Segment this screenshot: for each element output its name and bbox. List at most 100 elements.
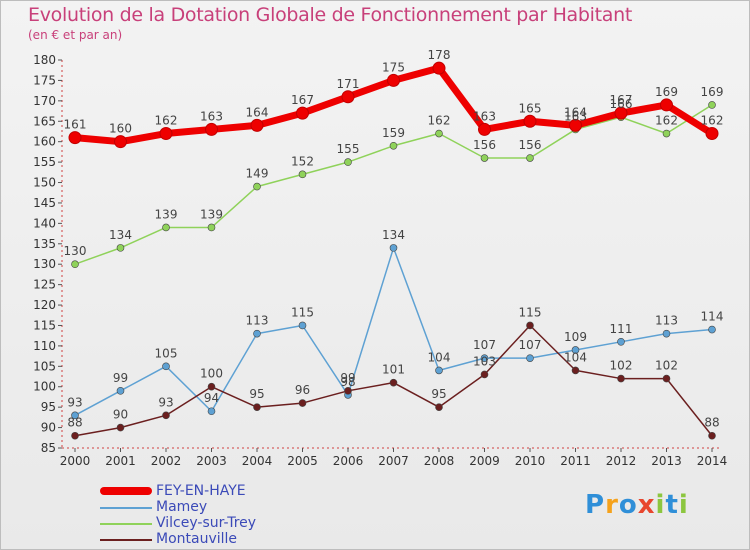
data-label-fey-en-haye: 162 [701, 114, 724, 128]
data-point-vilcey-sur-trey [480, 154, 489, 162]
data-point-montauville [207, 382, 216, 391]
data-point-mamey [571, 346, 580, 354]
data-label-montauville: 115 [519, 305, 542, 319]
legend-swatch-fey-en-haye [100, 487, 152, 495]
data-point-fey-en-haye [432, 61, 446, 75]
data-point-montauville [662, 374, 671, 383]
data-point-mamey [435, 366, 443, 375]
data-point-montauville [162, 411, 170, 420]
data-point-vilcey-sur-trey [435, 129, 443, 138]
y-tick-label: 105 [33, 359, 56, 373]
legend-label-montauville: Montauville [156, 531, 238, 547]
data-point-montauville [526, 321, 534, 330]
data-point-mamey [526, 354, 534, 362]
data-point-fey-en-haye [478, 122, 491, 136]
data-label-mamey: 104 [428, 350, 451, 364]
data-point-montauville [298, 399, 307, 407]
data-point-montauville [344, 387, 352, 395]
proxiti-logo: Proxiti [585, 490, 689, 520]
legend-label-fey-en-haye: FEY-EN-HAYE [156, 483, 246, 499]
data-label-montauville: 96 [295, 383, 310, 397]
data-label-vilcey-sur-trey: 130 [64, 244, 87, 258]
data-point-fey-en-haye [159, 127, 173, 141]
x-tick-label: 2004 [242, 454, 273, 468]
data-label-vilcey-sur-trey: 156 [519, 138, 542, 152]
data-point-montauville [480, 370, 489, 379]
data-label-fey-en-haye: 164 [246, 105, 269, 119]
logo-letter: P [585, 490, 606, 520]
data-label-mamey: 113 [655, 314, 678, 328]
y-tick-label: 110 [33, 339, 56, 353]
chart-title: Evolution de la Dotation Globale de Fonc… [28, 4, 633, 26]
data-label-mamey: 107 [519, 338, 542, 352]
data-point-mamey [708, 325, 716, 334]
data-point-fey-en-haye [250, 118, 264, 132]
chart-axes: 85 90 95 100 105 110 115 120 125 130 135 140 145 150 1… [33, 53, 727, 468]
data-label-vilcey-sur-trey: 162 [655, 114, 678, 128]
y-tick-label: 160 [33, 135, 56, 149]
data-point-mamey [617, 338, 625, 346]
data-point-vilcey-sur-trey [389, 141, 398, 150]
data-label-vilcey-sur-trey: 139 [200, 207, 223, 221]
data-point-fey-en-haye [205, 122, 218, 136]
chart-series [68, 61, 719, 440]
logo-letter: o [618, 490, 638, 520]
data-label-fey-en-haye: 171 [337, 77, 360, 91]
data-label-montauville: 100 [200, 367, 223, 381]
x-tick-label: 2006 [333, 454, 364, 468]
data-label-montauville: 99 [340, 371, 355, 385]
data-point-fey-en-haye [68, 131, 82, 145]
data-point-montauville [571, 366, 580, 375]
data-point-vilcey-sur-trey [207, 223, 216, 232]
data-point-fey-en-haye [387, 73, 400, 87]
y-tick-label: 115 [33, 318, 56, 332]
data-label-mamey: 107 [473, 338, 496, 352]
y-tick-label: 150 [33, 176, 56, 190]
data-label-vilcey-sur-trey: 149 [246, 167, 269, 181]
x-tick-label: 2012 [606, 454, 637, 468]
x-tick-label: 2010 [515, 454, 546, 468]
data-label-mamey: 94 [204, 391, 219, 405]
data-point-montauville [116, 423, 125, 432]
data-point-vilcey-sur-trey [71, 260, 79, 269]
data-label-montauville: 102 [655, 359, 678, 373]
data-point-vilcey-sur-trey [116, 244, 125, 252]
data-point-montauville [435, 403, 443, 411]
data-point-mamey [298, 321, 307, 330]
logo-letter: i [678, 490, 689, 520]
data-point-vilcey-sur-trey [708, 101, 716, 109]
data-point-mamey [116, 387, 125, 395]
y-tick-label: 180 [33, 53, 56, 67]
data-label-vilcey-sur-trey: 152 [291, 154, 314, 168]
data-point-vilcey-sur-trey [162, 223, 170, 232]
y-tick-label: 155 [33, 155, 56, 169]
data-label-vilcey-sur-trey: 156 [473, 138, 496, 152]
data-label-vilcey-sur-trey: 169 [701, 85, 724, 99]
x-tick-label: 2007 [378, 454, 409, 468]
y-tick-label: 95 [41, 400, 56, 414]
legend-label-vilcey-sur-trey: Vilcey-sur-Trey [156, 515, 257, 531]
data-label-vilcey-sur-trey: 159 [382, 126, 405, 140]
y-tick-label: 165 [33, 114, 56, 128]
data-label-montauville: 103 [473, 354, 496, 368]
y-tick-label: 130 [33, 257, 56, 271]
legend-swatch-mamey [100, 507, 152, 509]
data-point-fey-en-haye [296, 106, 309, 120]
data-label-mamey: 98 [340, 375, 355, 389]
data-label-mamey: 134 [382, 228, 405, 242]
data-point-fey-en-haye [114, 135, 127, 149]
data-label-fey-en-haye: 167 [610, 93, 633, 107]
data-label-montauville: 104 [564, 350, 587, 364]
data-label-montauville: 101 [382, 363, 405, 377]
data-label-vilcey-sur-trey: 162 [428, 114, 451, 128]
data-point-fey-en-haye [569, 118, 582, 132]
data-label-fey-en-haye: 165 [519, 101, 542, 115]
data-label-vilcey-sur-trey: 166 [610, 97, 633, 111]
data-label-montauville: 102 [610, 359, 633, 373]
data-point-mamey [389, 244, 398, 252]
x-tick-label: 2001 [105, 454, 136, 468]
data-point-montauville [708, 431, 716, 440]
y-tick-label: 125 [33, 278, 56, 292]
data-label-montauville: 95 [249, 387, 264, 401]
x-tick-label: 2013 [651, 454, 682, 468]
